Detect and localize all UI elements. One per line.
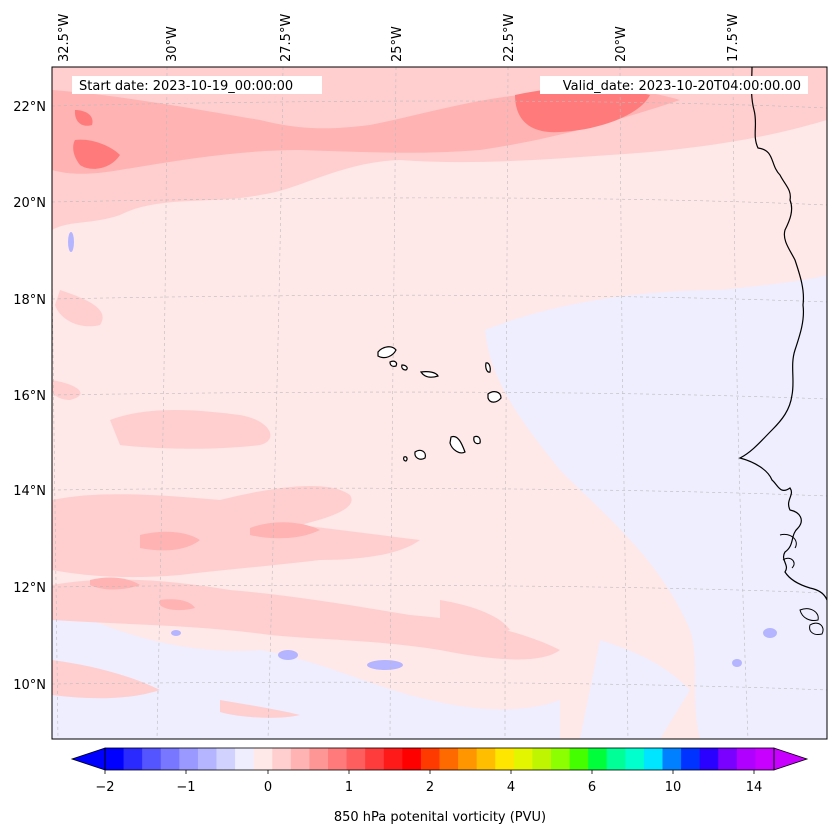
lon-label-32-5w: 32.5°W <box>57 14 72 62</box>
cbar-tick-label: 6 <box>588 780 596 795</box>
colorbar-cell <box>290 748 310 770</box>
lon-label-27-5w: 27.5°W <box>279 14 294 62</box>
colorbar-cell <box>625 748 645 770</box>
colorbar-cell <box>142 748 162 770</box>
start-date-box: Start date: 2023-10-19_00:00:00 <box>72 76 322 94</box>
colorbar-cell <box>216 748 236 770</box>
lat-labels: 22°N 20°N 18°N 16°N 14°N 12°N 10°N <box>13 100 46 693</box>
coastline-details <box>779 533 824 635</box>
lat-label-10n: 10°N <box>13 678 46 693</box>
map-panel: Start date: 2023-10-19_00:00:00 Valid_da… <box>52 67 827 739</box>
colorbar-tick-labels: −2 −1 0 1 2 4 6 10 14 <box>95 780 762 795</box>
lon-labels: 32.5°W 30°W 27.5°W 25°W 22.5°W 20°W 17.5… <box>57 14 741 62</box>
colorbar-cell <box>755 748 775 770</box>
colorbar-cell <box>272 748 292 770</box>
africa-coastline <box>738 67 827 601</box>
colorbar-cell <box>718 748 738 770</box>
colorbar-cell <box>643 748 663 770</box>
colorbar-cell <box>569 748 589 770</box>
colorbar-cell <box>439 748 459 770</box>
lat-label-18n: 18°N <box>13 293 46 308</box>
colorbar-cell <box>551 748 571 770</box>
colorbar-cell <box>588 748 608 770</box>
lon-label-20w: 20°W <box>614 26 629 62</box>
colorbar-cell <box>253 748 273 770</box>
start-date-label: Start date: 2023-10-19_00:00:00 <box>79 79 293 94</box>
colorbar-cell <box>606 748 626 770</box>
map-frame <box>51 66 828 740</box>
colorbar-cell <box>532 748 552 770</box>
lon-label-22-5w: 22.5°W <box>502 14 517 62</box>
colorbar-cell <box>105 748 125 770</box>
colorbar-cell <box>346 748 366 770</box>
colorbar-cell <box>402 748 422 770</box>
colorbar-cell <box>309 748 329 770</box>
colorbar-cell <box>458 748 478 770</box>
colorbar-cell <box>681 748 701 770</box>
colorbar-cell <box>197 748 217 770</box>
colorbar-cell <box>328 748 348 770</box>
lat-label-14n: 14°N <box>13 484 46 499</box>
cbar-tick-label: −1 <box>176 780 195 795</box>
pv-negative-regions <box>52 275 827 739</box>
colorbar-cell <box>736 748 756 770</box>
pv-positive-strong <box>73 87 650 169</box>
cbar-tick-label: 1 <box>345 780 353 795</box>
lon-label-30w: 30°W <box>165 26 180 62</box>
lon-label-17-5w: 17.5°W <box>726 14 741 62</box>
lat-label-22n: 22°N <box>13 100 46 115</box>
valid-date-box: Valid_date: 2023-10-20T04:00:00.00 <box>540 76 808 94</box>
colorbar-cell <box>513 748 533 770</box>
cbar-tick-label: 2 <box>426 780 434 795</box>
cape-verde-islands <box>377 346 502 462</box>
cbar-tick-label: 10 <box>665 780 682 795</box>
lat-label-20n: 20°N <box>13 196 46 211</box>
colorbar-cell <box>160 748 180 770</box>
colorbar-cell <box>495 748 515 770</box>
pv-positive-light <box>52 67 827 718</box>
cbar-tick-label: −2 <box>95 780 114 795</box>
pv-negative-spots <box>68 232 777 670</box>
colorbar-cell <box>476 748 496 770</box>
colorbar-ticks <box>104 770 755 774</box>
gridlines <box>52 67 827 739</box>
colorbar-cell <box>235 748 255 770</box>
cbar-tick-label: 14 <box>746 780 763 795</box>
lat-label-16n: 16°N <box>13 389 46 404</box>
colorbar: −2 −1 0 1 2 4 6 10 14 850 hPa potenital … <box>70 747 809 825</box>
colorbar-min-arrow <box>70 747 106 771</box>
colorbar-cell <box>123 748 143 770</box>
colorbar-cell <box>420 748 440 770</box>
colorbar-cell <box>365 748 385 770</box>
colorbar-cell <box>179 748 199 770</box>
cbar-tick-label: 0 <box>264 780 272 795</box>
valid-date-label: Valid_date: 2023-10-20T04:00:00.00 <box>563 79 801 94</box>
colorbar-max-arrow <box>773 747 809 771</box>
colorbar-cell <box>662 748 682 770</box>
colorbar-cells <box>105 748 775 770</box>
lon-label-25w: 25°W <box>390 26 405 62</box>
colorbar-cell <box>383 748 403 770</box>
lat-label-12n: 12°N <box>13 581 46 596</box>
cbar-tick-label: 4 <box>507 780 515 795</box>
colorbar-cell <box>699 748 719 770</box>
colorbar-frame <box>104 747 775 771</box>
colorbar-title: 850 hPa potenital vorticity (PVU) <box>334 810 546 825</box>
